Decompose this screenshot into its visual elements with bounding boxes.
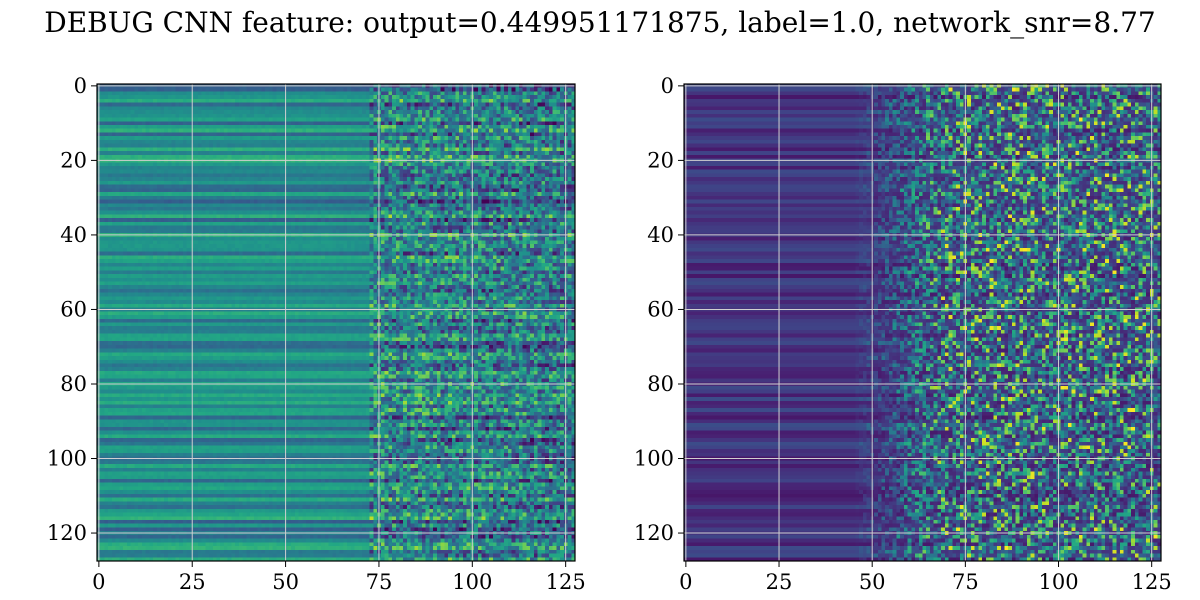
axes-frame — [683, 83, 1162, 562]
x-tick-label: 25 — [179, 570, 206, 594]
y-tick-label: 60 — [60, 297, 87, 321]
y-tick-label: 60 — [647, 297, 674, 321]
x-tick-label: 0 — [679, 570, 692, 594]
y-tick-label: 100 — [634, 447, 674, 471]
x-tick-label: 50 — [859, 570, 886, 594]
y-tick-label: 0 — [74, 74, 87, 98]
x-tick-label: 75 — [952, 570, 979, 594]
x-tick-label: 25 — [766, 570, 793, 594]
axes-frame — [96, 83, 576, 562]
heatmap-image — [684, 84, 1161, 561]
x-tick-label: 125 — [546, 570, 586, 594]
x-tick-label: 50 — [272, 570, 299, 594]
y-tick-label: 40 — [647, 223, 674, 247]
y-tick-label: 120 — [47, 521, 87, 545]
x-tick-label: 125 — [1132, 570, 1172, 594]
heatmap-panel-left: 0 25 50 75 100 125 0 20 40 60 80 100 120 — [47, 74, 586, 594]
heatmap-panel-right: 0 25 50 75 100 125 0 20 40 60 80 100 120 — [634, 74, 1172, 594]
heatmap-image — [97, 84, 575, 561]
x-tick-label: 75 — [366, 570, 393, 594]
x-tick-label: 100 — [452, 570, 492, 594]
y-tick-label: 40 — [60, 223, 87, 247]
y-tick-label: 100 — [47, 447, 87, 471]
y-tick-label: 20 — [647, 148, 674, 172]
y-tick-label: 80 — [647, 372, 674, 396]
chart-title: DEBUG CNN feature: output=0.449951171875… — [44, 6, 1156, 39]
y-tick-label: 0 — [661, 74, 674, 98]
y-tick-label: 120 — [634, 521, 674, 545]
y-tick-label: 80 — [60, 372, 87, 396]
x-tick-label: 100 — [1038, 570, 1078, 594]
y-tick-label: 20 — [60, 148, 87, 172]
x-tick-label: 0 — [92, 570, 105, 594]
